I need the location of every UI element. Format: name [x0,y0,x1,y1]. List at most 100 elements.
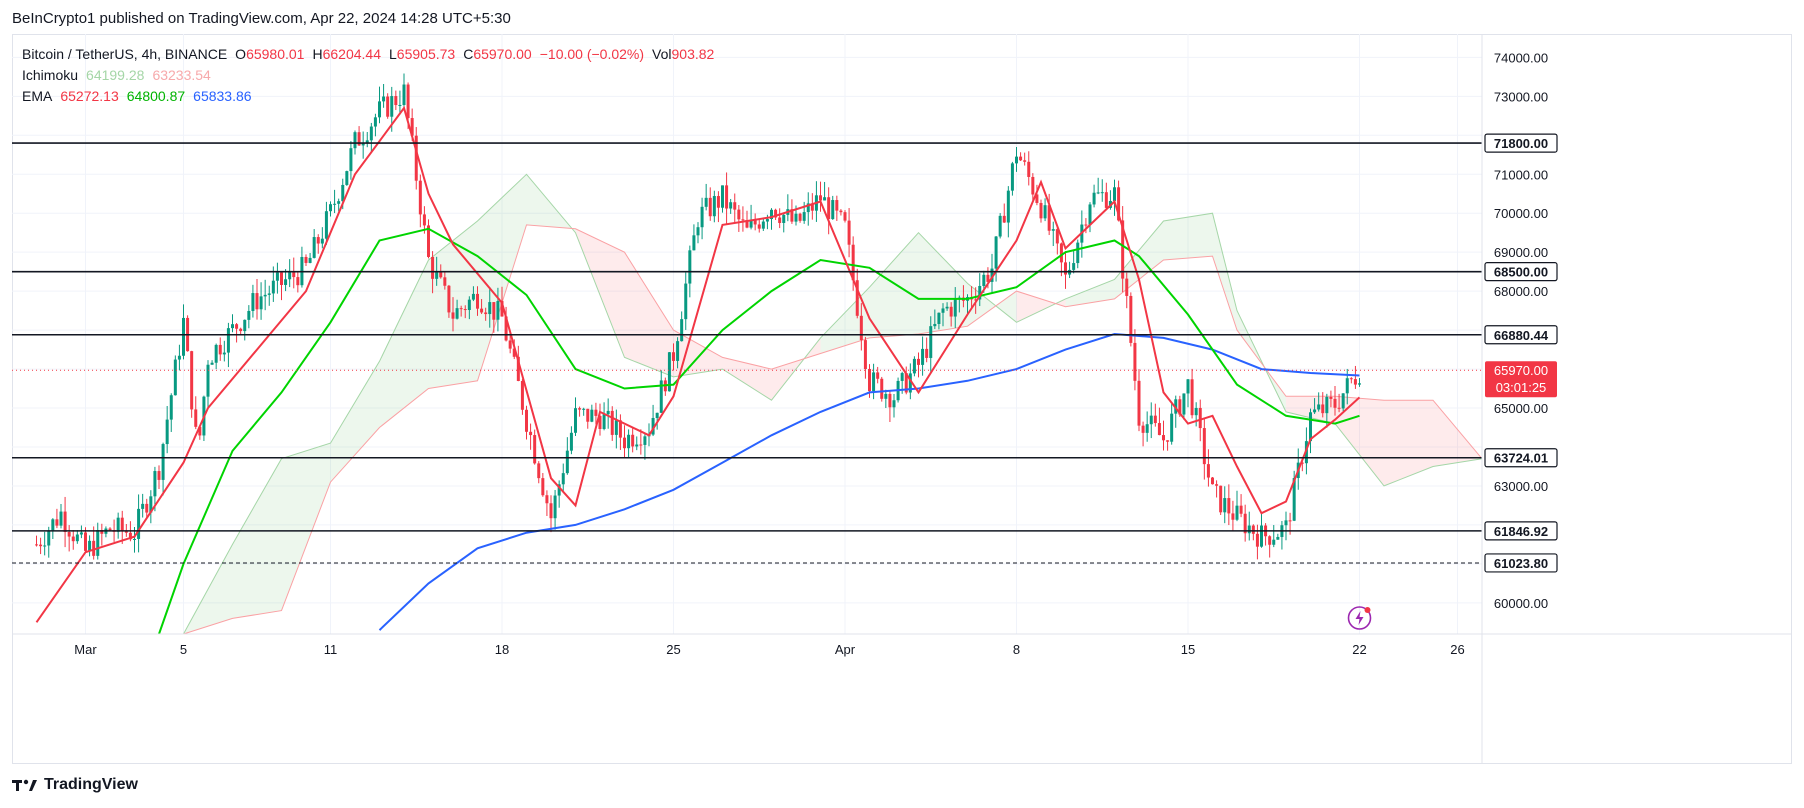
candle-body [263,294,267,297]
candle-body [312,237,316,258]
candle-body [1321,404,1325,414]
candle-body [79,532,83,535]
x-tick-label: 5 [180,642,187,657]
candle-body [1019,156,1023,161]
candle-body [712,196,716,217]
candle-body [1064,262,1067,275]
candle-body [1145,424,1149,433]
candle-body [288,271,292,280]
chart-overlays [1347,606,1372,630]
candle-body [859,315,863,341]
candle-body [1353,379,1357,385]
x-tick-label: 18 [495,642,509,657]
candle-body [1043,205,1047,219]
candle-body [463,309,467,311]
footer-brand[interactable]: TradingView [12,776,138,794]
candle-body [594,409,598,416]
candle-body [508,340,512,349]
candle-body [1349,378,1353,380]
candle-body [888,393,892,408]
candle-body [855,280,859,316]
candle-body [721,185,724,208]
candle-body [753,220,757,225]
candle-body [733,202,737,210]
candle-body [316,237,320,244]
candle-body [782,214,786,223]
candle-body [937,312,941,324]
y-tick-label: 68000.00 [1494,284,1548,299]
candle-body [361,142,365,146]
candle-body [1223,498,1227,513]
candle-body [880,378,884,399]
ema-mid-value: 64800.87 [126,88,186,104]
candle-body [357,132,361,146]
candle-body [145,503,149,513]
candle-body [137,508,141,539]
candle-body [324,211,328,239]
low-value: 65905.73 [396,46,456,62]
candle-body [794,213,798,222]
candle-body [1104,192,1108,208]
candle-body [569,432,573,451]
candle-body [43,545,47,547]
level-label: 61846.92 [1494,524,1548,539]
candle-body [206,364,210,397]
close-value: 65970.00 [473,46,532,62]
candle-body [680,319,684,342]
candle-body [1206,464,1210,478]
ichimoku-label[interactable]: Ichimoku [22,67,79,83]
candle-body [435,271,439,279]
candle-body [378,101,381,118]
legend-symbol[interactable]: Bitcoin / TetherUS, 4h, BINANCE [22,46,228,62]
candle-body [868,368,871,392]
candle-body [925,348,929,358]
candle-body [839,210,843,213]
candle-body [533,435,537,464]
ichimoku-span-b-value: 63233.54 [152,67,211,83]
candle-body [1325,396,1329,414]
candle-body [341,184,345,202]
cloud-segment [281,443,331,611]
candle-body [610,410,614,435]
candle-body [1133,342,1137,381]
ema-label[interactable]: EMA [22,88,53,104]
candle-body [394,96,398,106]
candle-body [545,495,549,504]
candle-body [329,204,332,212]
candle-body [774,209,778,218]
candle-body [39,544,43,547]
candle-body [190,351,194,410]
y-tick-label: 60000.00 [1494,596,1548,611]
candle-body [251,293,255,311]
candle-body [222,352,226,355]
candle-body [1002,215,1006,223]
candle-body [994,236,998,269]
candle-body [667,352,671,392]
candle-body [157,471,161,480]
candle-body [757,224,761,229]
cloud-segment [869,232,919,338]
candle-body [872,372,876,392]
candle-body [128,532,132,540]
last-price-countdown: 03:01:25 [1496,380,1547,395]
candle-body [696,227,700,236]
level-label-box [1484,325,1558,345]
candle-body [900,373,904,381]
candle-body [708,197,712,217]
candle-body [627,434,631,449]
candle-body [921,348,925,365]
price-chart[interactable]: 71800.00 68500.00 66880.44 63724.01 61846.92… [12,34,1792,764]
candle-body [1121,220,1125,279]
candle-body [1157,423,1161,436]
lightning-icon-bolt [1355,611,1364,625]
candle-body [108,528,112,531]
candle-body [847,220,851,245]
candle-body [598,415,602,429]
candle-body [741,219,745,221]
legend-ema-row: EMA 65272.13 64800.87 65833.86 [22,86,714,107]
candle-body [835,200,839,211]
candle-body [84,532,87,551]
lightning-icon[interactable] [1347,606,1372,630]
candle-body [292,271,296,278]
candle-body [484,312,488,315]
